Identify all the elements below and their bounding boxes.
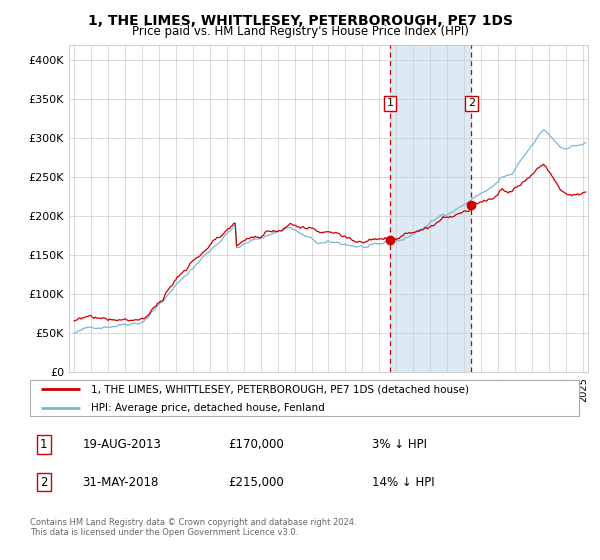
Text: 2: 2 <box>468 99 475 108</box>
Bar <box>390 45 472 372</box>
Text: 14% ↓ HPI: 14% ↓ HPI <box>372 475 435 488</box>
Text: 1, THE LIMES, WHITTLESEY, PETERBOROUGH, PE7 1DS (detached house): 1, THE LIMES, WHITTLESEY, PETERBOROUGH, … <box>91 384 469 394</box>
Text: 31-MAY-2018: 31-MAY-2018 <box>82 475 159 488</box>
Text: £215,000: £215,000 <box>229 475 284 488</box>
Text: £170,000: £170,000 <box>229 438 284 451</box>
FancyBboxPatch shape <box>30 380 579 417</box>
Text: 2: 2 <box>40 475 47 488</box>
Text: 19-AUG-2013: 19-AUG-2013 <box>82 438 161 451</box>
Text: 3% ↓ HPI: 3% ↓ HPI <box>372 438 427 451</box>
Text: 1: 1 <box>40 438 47 451</box>
Text: 1, THE LIMES, WHITTLESEY, PETERBOROUGH, PE7 1DS: 1, THE LIMES, WHITTLESEY, PETERBOROUGH, … <box>88 14 512 28</box>
Text: Contains HM Land Registry data © Crown copyright and database right 2024.
This d: Contains HM Land Registry data © Crown c… <box>30 518 356 538</box>
Text: 1: 1 <box>386 99 394 108</box>
Text: Price paid vs. HM Land Registry's House Price Index (HPI): Price paid vs. HM Land Registry's House … <box>131 25 469 38</box>
Text: HPI: Average price, detached house, Fenland: HPI: Average price, detached house, Fenl… <box>91 403 325 413</box>
